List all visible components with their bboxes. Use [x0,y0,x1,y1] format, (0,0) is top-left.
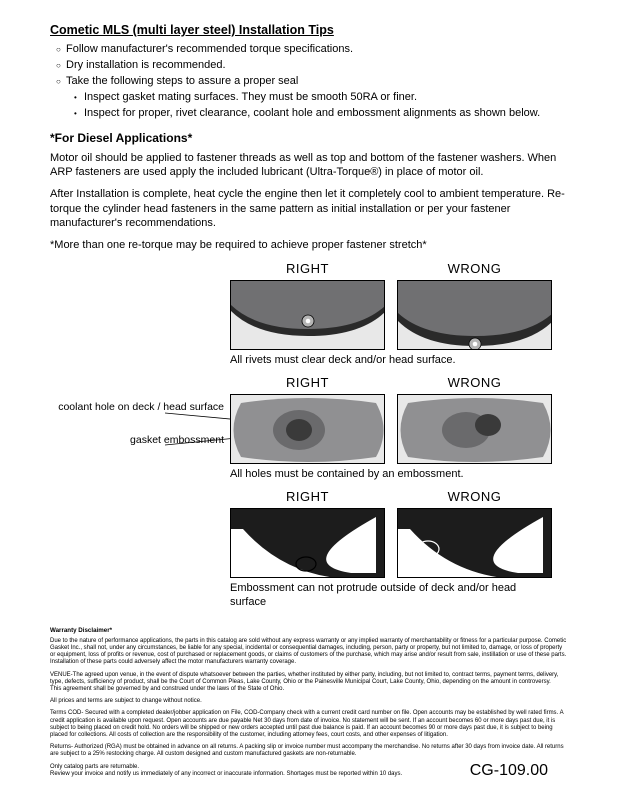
diagram-caption: Embossment can not protrude outside of d… [230,581,552,610]
bullet-text: Inspect gasket mating surfaces. They mus… [84,90,417,104]
diagram-block-rivets: RIGHT WRONG [50,261,568,367]
bullet-icon: • [74,106,84,121]
diagram-caption: All rivets must clear deck and/or head s… [230,353,552,367]
list-item: ○Take the following steps to assure a pr… [56,74,568,89]
bullet-text: Dry installation is recommended. [66,58,226,72]
diagram-hole-wrong [397,394,552,464]
bullet-text: Take the following steps to assure a pro… [66,74,298,88]
diagram-hole-right [230,394,385,464]
disclaimer-text: All prices and terms are subject to chan… [50,698,568,705]
bullet-icon: ○ [56,42,66,57]
list-item: •Inspect gasket mating surfaces. They mu… [74,90,568,105]
disclaimer-text: Terms COD- Secured with a completed deal… [50,710,568,739]
diesel-heading: *For Diesel Applications* [50,131,568,147]
diagram-header-wrong: WRONG [397,489,552,506]
list-item: ○Dry installation is recommended. [56,58,568,73]
disclaimer-heading: Warranty Disclaimer* [50,627,568,634]
disclaimer-text: Returns- Authorized (RGA) must be obtain… [50,744,568,758]
diagram-header-right: RIGHT [230,489,385,506]
list-item: •Inspect for proper, rivet clearance, co… [74,106,568,121]
list-item: ○Follow manufacturer's recommended torqu… [56,42,568,57]
bullet-icon: ○ [56,74,66,89]
diagram-header-right: RIGHT [230,261,385,278]
diagram-protrude-right [230,508,385,578]
diagram-rivet-wrong [397,280,552,350]
diagram-protrude-wrong [397,508,552,578]
bullet-icon: • [74,90,84,105]
bullet-text: Inspect for proper, rivet clearance, coo… [84,106,540,120]
diagram-header-wrong: WRONG [397,375,552,392]
disclaimer-text: Due to the nature of performance applica… [50,638,568,667]
bullet-list: ○Follow manufacturer's recommended torqu… [56,42,568,121]
paragraph: Motor oil should be applied to fastener … [50,151,568,180]
diagram-block-holes: coolant hole on deck / head surface gask… [50,375,568,481]
disclaimer-text: VENUE-The agreed upon venue, in the even… [50,672,568,694]
bullet-text: Follow manufacturer's recommended torque… [66,42,353,56]
paragraph: After Installation is complete, heat cyc… [50,187,568,230]
sub-list: •Inspect gasket mating surfaces. They mu… [74,90,568,121]
disclaimer-block: Warranty Disclaimer* Due to the nature o… [50,627,568,777]
diagram-block-protrude: RIGHT WRONG [50,489,568,609]
diagram-header-wrong: WRONG [397,261,552,278]
diagram-rivet-right [230,280,385,350]
bullet-icon: ○ [56,58,66,73]
page-title: Cometic MLS (multi layer steel) Installa… [50,22,568,38]
paragraph: *More than one re-torque may be required… [50,238,568,252]
page-number: CG-109.00 [470,761,548,782]
